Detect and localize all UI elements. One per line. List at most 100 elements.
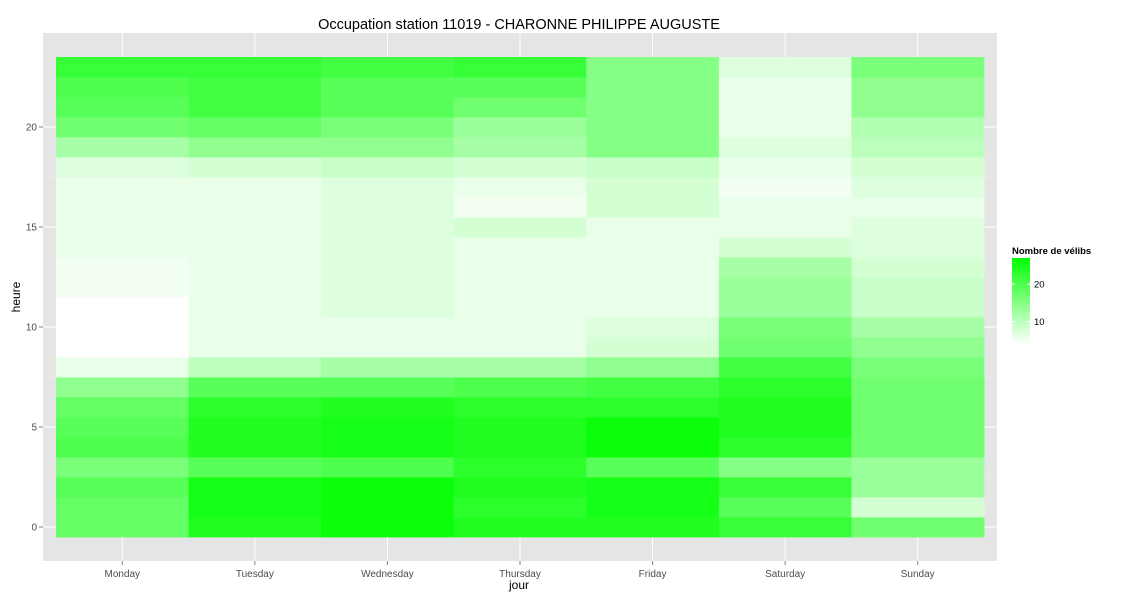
heatmap-cell [56,297,189,318]
heatmap-cell [586,377,720,398]
heatmap-cell [188,397,322,418]
heatmap-cell [56,377,189,398]
heatmap-cell [56,117,189,138]
legend-color-bar [1012,258,1030,344]
x-tick-label: Friday [639,569,667,580]
heatmap-cell [56,477,189,498]
heatmap-cell [56,257,189,278]
chart-title: Occupation station 11019 - CHARONNE PHIL… [318,17,720,33]
heatmap-cell [718,377,852,398]
x-tick-label: Tuesday [236,569,274,580]
heatmap-cell [718,77,852,98]
heatmap-cell [56,357,189,378]
heatmap-cell [56,497,189,518]
heatmap-cell [851,437,985,458]
heatmap-cell [321,417,455,438]
y-axis-title: heure [9,281,23,312]
heatmap-cell [586,57,720,78]
heatmap-cell [851,497,985,518]
heatmap-cell [453,157,587,178]
heatmap-cell [56,277,189,298]
heatmap-cell [718,437,852,458]
heatmap-cell [586,457,720,478]
heatmap-cell [586,97,720,118]
heatmap-cell [188,237,322,258]
x-axis-title: jour [508,578,529,592]
heatmap-cell [586,417,720,438]
heatmap-cell [718,357,852,378]
heatmap-cell [453,197,587,218]
heatmap-cell [321,437,455,458]
heatmap-cell [56,177,189,198]
heatmap-cell [718,97,852,118]
heatmap-cell [56,317,189,338]
heatmap-cell [851,277,985,298]
heatmap-cell [56,397,189,418]
heatmap-cell [453,357,587,378]
heatmap-cell [718,417,852,438]
heatmap-cell [188,77,322,98]
heatmap-cell [321,357,455,378]
heatmap-cell [453,137,587,158]
heatmap-cell [453,277,587,298]
heatmap-cell [321,517,455,538]
heatmap-cell [453,257,587,278]
heatmap-cell [453,217,587,238]
heatmap-cell [321,497,455,518]
heatmap-cell [453,117,587,138]
heatmap-cell [188,57,322,78]
heatmap-cell [718,497,852,518]
heatmap-cell [718,277,852,298]
heatmap-cell [851,217,985,238]
heatmap-cell [56,197,189,218]
y-tick-label: 20 [26,123,38,134]
x-tick-label: Monday [104,569,140,580]
x-tick-label: Thursday [499,569,541,580]
heatmap-cell [453,77,587,98]
heatmap-cell [718,117,852,138]
heatmap-cell [453,177,587,198]
heatmap-cell [321,277,455,298]
heatmap-cell [453,417,587,438]
heatmap-cell [586,297,720,318]
heatmap-tiles [56,57,985,538]
heatmap-cell [851,197,985,218]
heatmap-cell [188,217,322,238]
heatmap-cell [321,77,455,98]
legend-tick-label: 20 [1034,280,1045,291]
heatmap-cell [851,77,985,98]
heatmap-cell [453,517,587,538]
heatmap-cell [586,317,720,338]
heatmap-cell [851,157,985,178]
heatmap-cell [188,457,322,478]
heatmap-cell [321,257,455,278]
heatmap-cell [718,457,852,478]
heatmap-cell [188,117,322,138]
heatmap-cell [718,397,852,418]
heatmap-cell [851,257,985,278]
y-tick-label: 5 [31,423,37,434]
heatmap-cell [851,357,985,378]
legend-tick-label: 10 [1034,317,1045,328]
heatmap-cell [321,217,455,238]
heatmap-cell [321,397,455,418]
heatmap-cell [586,137,720,158]
heatmap-cell [56,217,189,238]
heatmap-cell [453,497,587,518]
y-tick-label: 15 [26,223,38,234]
y-tick-label: 0 [31,523,37,534]
heatmap-cell [321,337,455,358]
heatmap-cell [321,157,455,178]
heatmap-cell [56,437,189,458]
heatmap-cell [851,177,985,198]
heatmap-cell [586,197,720,218]
heatmap-cell [718,197,852,218]
heatmap-cell [56,77,189,98]
heatmap-cell [851,397,985,418]
heatmap-cell [188,357,322,378]
x-axis: Monday Tuesday Wednesday Thursday Friday Satu… [104,561,935,580]
heatmap-cell [321,377,455,398]
heatmap-cell [586,117,720,138]
heatmap-cell [586,257,720,278]
